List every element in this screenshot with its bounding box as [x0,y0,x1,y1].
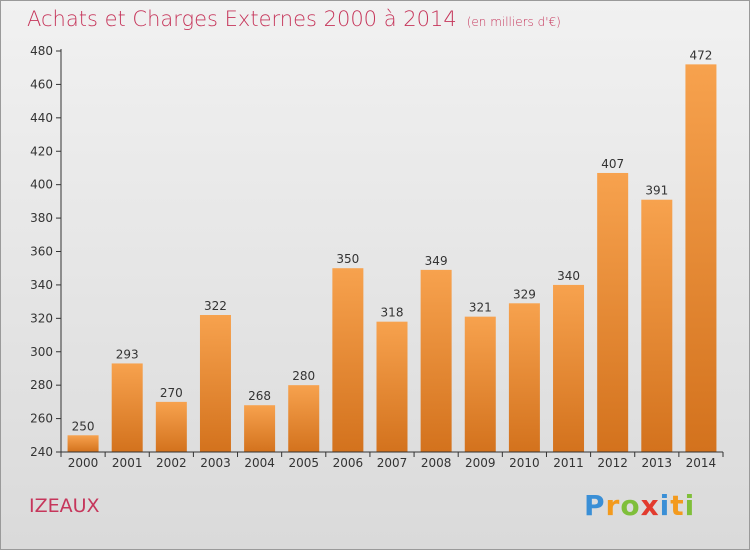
x-tick-label: 2000 [68,456,99,470]
place-name: IZEAUX [29,495,100,517]
x-tick-label: 2002 [156,456,187,470]
bar [464,316,496,452]
y-tick-label: 380 [30,211,53,225]
logo-letter: P [584,489,606,522]
data-label: 321 [469,301,492,315]
bar [508,303,540,452]
logo-letter: o [620,489,641,522]
data-label: 293 [116,347,139,361]
bar [641,199,673,452]
chart-title-text: Achats et Charges Externes 2000 à 2014 [27,7,457,31]
data-label: 270 [160,386,183,400]
bar [597,172,629,453]
x-tick-label: 2009 [465,456,496,470]
y-tick-label: 420 [30,144,53,158]
y-tick-label: 460 [30,77,53,91]
data-label: 407 [601,157,624,171]
logo-letter: x [640,489,660,522]
x-tick-label: 2004 [244,456,275,470]
bar [67,435,99,452]
data-label: 280 [292,369,315,383]
y-tick-label: 260 [30,412,53,426]
bar [199,314,231,452]
x-tick-label: 2003 [200,456,231,470]
x-tick-label: 2007 [377,456,408,470]
data-label: 391 [645,184,668,198]
data-label: 250 [72,419,95,433]
bar [376,321,408,452]
bar [111,363,143,452]
y-tick-label: 400 [30,178,53,192]
x-tick-label: 2005 [288,456,319,470]
y-tick-label: 300 [30,345,53,359]
y-tick-label: 440 [30,111,53,125]
y-tick-label: 280 [30,378,53,392]
bar [244,405,276,452]
x-tick-label: 2013 [642,456,673,470]
chart-title: Achats et Charges Externes 2000 à 2014 (e… [27,7,561,31]
chart-unit-note: (en milliers d'€) [466,15,561,29]
data-label: 318 [381,306,404,320]
y-tick-label: 240 [30,445,53,459]
y-tick-label: 360 [30,245,53,259]
bar [420,269,452,452]
x-tick-label: 2001 [112,456,143,470]
data-label: 349 [425,254,448,268]
x-tick-label: 2011 [553,456,584,470]
y-tick-label: 480 [30,44,53,58]
bar [332,268,364,452]
x-tick-label: 2014 [686,456,717,470]
data-label: 268 [248,389,271,403]
data-label: 329 [513,287,536,301]
x-tick-label: 2010 [509,456,540,470]
data-label: 472 [689,48,712,62]
y-tick-label: 340 [30,278,53,292]
y-tick-label: 320 [30,311,53,325]
x-tick-label: 2006 [333,456,364,470]
bar [155,401,187,452]
logo-letter: t [670,489,685,522]
bar [288,385,320,452]
x-tick-label: 2008 [421,456,452,470]
bar [553,284,585,452]
proxiti-logo: Proxiti [584,489,695,522]
data-label: 340 [557,269,580,283]
bar [685,64,717,452]
data-label: 322 [204,299,227,313]
data-label: 350 [336,252,359,266]
x-tick-label: 2012 [597,456,628,470]
logo-letter: r [605,489,621,522]
logo-letter: i [659,489,671,522]
logo-letter: i [684,489,696,522]
